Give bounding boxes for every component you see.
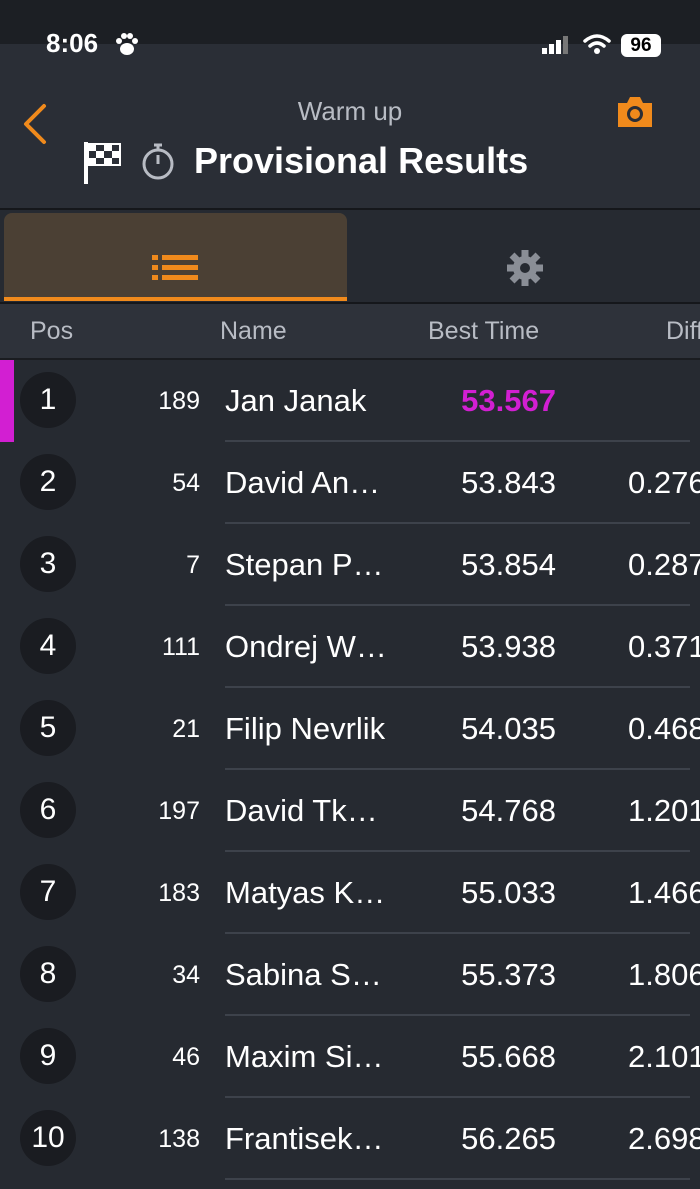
position: 9 xyxy=(20,1028,76,1084)
car-number: 111 xyxy=(161,633,200,661)
driver-name: Frantisek… xyxy=(225,1121,384,1156)
driver-name: Maxim Si… xyxy=(225,1039,384,1074)
position: 4 xyxy=(20,618,76,674)
position: 5 xyxy=(20,700,76,756)
paw-icon xyxy=(116,33,138,55)
best-time: 54.768 xyxy=(461,793,556,828)
best-time: 53.854 xyxy=(461,547,556,582)
position: 10 xyxy=(20,1110,76,1166)
column-header-pos: Pos xyxy=(30,317,74,345)
column-header-diff: Diff xyxy=(666,317,700,345)
gap: 0.276 xyxy=(628,465,700,500)
car-number: 46 xyxy=(172,1043,200,1071)
camera-button[interactable] xyxy=(614,94,656,130)
battery: 96 xyxy=(621,34,661,57)
row-separator xyxy=(225,686,690,688)
page-title: Provisional Results xyxy=(194,140,529,181)
row-separator xyxy=(225,932,690,934)
row-separator xyxy=(225,1096,690,1098)
gap: 0.287 xyxy=(628,547,700,582)
best-time: 53.843 xyxy=(461,465,556,500)
result-row[interactable]: 8 34 Sabina S… 55.373 1.806 xyxy=(0,934,700,1016)
best-time: 53.938 xyxy=(461,629,556,664)
gap: 0.468 xyxy=(628,711,700,746)
driver-name: Matyas K… xyxy=(225,875,386,910)
result-row[interactable]: 2 54 David An… 53.843 0.276 xyxy=(0,442,700,524)
result-row[interactable]: 1 189 Jan Janak 53.567 xyxy=(0,360,700,442)
car-number: 189 xyxy=(158,387,200,415)
driver-name: Ondrej W… xyxy=(225,629,387,664)
driver-name: Sabina S… xyxy=(225,957,382,992)
car-number: 54 xyxy=(172,469,200,497)
position: 3 xyxy=(20,536,76,592)
car-number: 34 xyxy=(172,961,200,989)
car-number: 183 xyxy=(158,879,200,907)
stopwatch-icon xyxy=(142,143,174,180)
result-row[interactable]: 9 46 Maxim Si… 55.668 2.101 xyxy=(0,1016,700,1098)
status-strip xyxy=(0,0,700,44)
best-time: 54.035 xyxy=(461,711,556,746)
car-number: 7 xyxy=(186,551,200,579)
position: 8 xyxy=(20,946,76,1002)
result-row[interactable]: 3 7 Stepan P… 53.854 0.287 xyxy=(0,524,700,606)
column-header xyxy=(0,304,700,360)
row-separator xyxy=(225,1178,690,1180)
row-separator xyxy=(225,440,690,442)
row-separator xyxy=(225,1014,690,1016)
best-time: 55.668 xyxy=(461,1039,556,1074)
flag-icon xyxy=(84,142,121,184)
position: 1 xyxy=(20,372,76,428)
list-icon xyxy=(152,255,198,280)
row-separator xyxy=(225,850,690,852)
driver-name: David An… xyxy=(225,465,381,500)
position: 2 xyxy=(20,454,76,510)
back-button[interactable] xyxy=(20,102,50,146)
wifi-icon xyxy=(583,34,611,54)
result-row[interactable]: 6 197 David Tk… 54.768 1.201 xyxy=(0,770,700,852)
result-row[interactable]: 5 21 Filip Nevrlik 54.035 0.468 xyxy=(0,688,700,770)
session-name: Warm up xyxy=(297,96,403,126)
driver-name: Stepan P… xyxy=(225,547,384,582)
column-header-time: Best Time xyxy=(428,317,540,345)
status-time: 8:06 xyxy=(46,28,99,58)
gap: 0.371 xyxy=(628,629,700,664)
row-separator xyxy=(225,768,690,770)
driver-name: Jan Janak xyxy=(225,383,367,418)
car-number: 21 xyxy=(172,715,200,743)
best-time: 55.033 xyxy=(461,875,556,910)
settings-tab[interactable] xyxy=(505,248,545,288)
best-time: 53.567 xyxy=(461,383,556,418)
best-time: 55.373 xyxy=(461,957,556,992)
gap: 2.101 xyxy=(628,1039,700,1074)
result-row[interactable]: 10 138 Frantisek… 56.265 2.698 xyxy=(0,1098,700,1180)
signal-icon xyxy=(542,36,568,54)
result-row[interactable]: 7 183 Matyas K… 55.033 1.466 xyxy=(0,852,700,934)
leader-marker xyxy=(0,360,14,442)
car-number: 138 xyxy=(158,1125,200,1153)
position: 7 xyxy=(20,864,76,920)
row-separator xyxy=(225,522,690,524)
car-number: 197 xyxy=(158,797,200,825)
gap: 2.698 xyxy=(628,1121,700,1156)
gap: 1.201 xyxy=(628,793,700,828)
driver-name: David Tk… xyxy=(225,793,378,828)
result-row[interactable]: 4 111 Ondrej W… 53.938 0.371 xyxy=(0,606,700,688)
best-time: 56.265 xyxy=(461,1121,556,1156)
driver-name: Filip Nevrlik xyxy=(225,711,386,746)
column-header-name: Name xyxy=(220,317,287,345)
gap: 1.466 xyxy=(628,875,700,910)
row-separator xyxy=(225,604,690,606)
gap: 1.806 xyxy=(628,957,700,992)
position: 6 xyxy=(20,782,76,838)
